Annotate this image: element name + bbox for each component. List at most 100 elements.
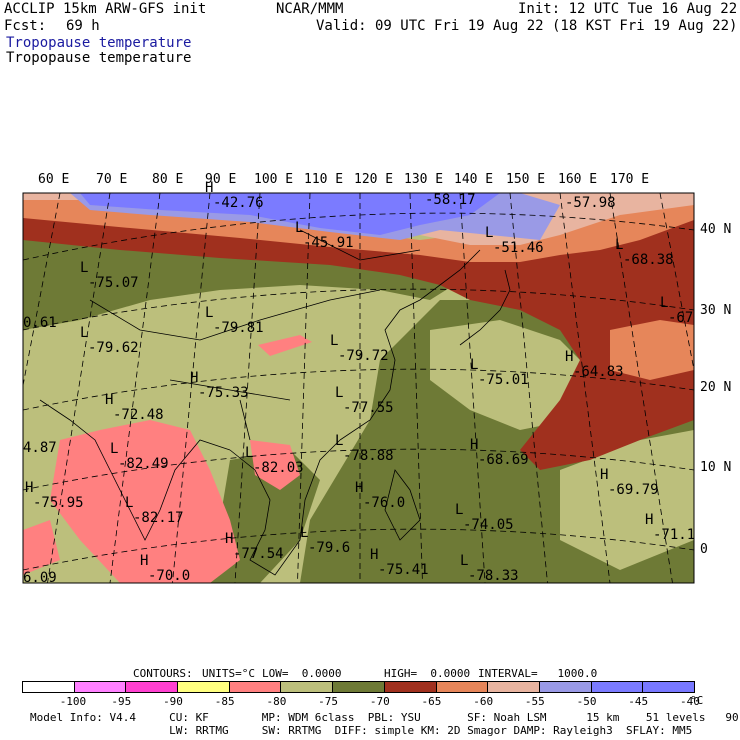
coastline-china	[339, 249, 481, 441]
extremum-value: -82.17	[133, 510, 184, 526]
latitude-label: 30 N	[700, 303, 732, 318]
longitude-label: 110 E	[304, 172, 344, 187]
longitude-label: 90 E	[205, 172, 237, 187]
longitude-gridline	[234, 193, 261, 583]
low-marker: L	[300, 525, 308, 541]
map-frame	[22, 192, 695, 584]
colorbar-swatch	[22, 681, 75, 693]
longitude-label: 140 E	[454, 172, 494, 187]
extremum-value: -76.0	[363, 495, 405, 511]
high-marker: H	[370, 547, 378, 563]
colorbar-swatch	[73, 681, 127, 693]
latitude-label: 20 N	[700, 380, 732, 395]
latitude-label: 0	[700, 542, 708, 557]
colorbar-swatch	[332, 681, 385, 693]
low-marker: L	[245, 445, 253, 461]
extremum-value: -68.38	[623, 252, 674, 268]
low-marker: L	[80, 260, 88, 276]
latitude-label: 40 N	[700, 222, 732, 237]
extremum-value: -79.62	[88, 340, 139, 356]
interval-label: INTERVAL= 1000.0	[478, 667, 598, 680]
low-label: LOW= 0.0000	[262, 667, 342, 680]
model-title: ACCLIP 15km ARW-GFS init	[4, 1, 207, 17]
extremum-value: -70.0	[148, 568, 190, 584]
longitude-label: 100 E	[254, 172, 294, 187]
extremum-value: -51.46	[493, 240, 544, 256]
high-marker: H	[205, 180, 213, 196]
colorbar-tick-label: -40	[680, 695, 700, 708]
colorbar-swatch	[383, 681, 437, 693]
colorbar-tick-label: -95	[111, 695, 132, 708]
colorbar-swatch	[228, 681, 282, 693]
colorbar-swatch	[538, 681, 592, 693]
extremum-value: -58.17	[425, 192, 476, 208]
longitude-label: 60 E	[38, 172, 70, 187]
longitude-gridline	[172, 193, 211, 583]
longitude-label: 130 E	[404, 172, 444, 187]
longitude-label: 120 E	[354, 172, 394, 187]
extremum-value: -68.69	[478, 452, 529, 468]
longitude-gridline	[109, 193, 161, 583]
low-marker: L	[660, 295, 668, 311]
longitude-gridline	[609, 193, 673, 583]
extremum-value: -45.91	[303, 235, 354, 251]
extremum-value: -79.72	[338, 348, 389, 364]
field-pink-streak	[258, 335, 312, 356]
colorbar-tick-label: -60	[473, 695, 494, 708]
field-khaki-west-pacific	[430, 320, 600, 430]
colorbar-tick-label: -100	[59, 695, 87, 708]
longitude-label: 170 E	[610, 172, 650, 187]
colorbar-swatch	[642, 681, 695, 693]
colorbar-tick-label: -85	[214, 695, 235, 708]
high-marker: H	[140, 553, 148, 569]
longitude-label: 70 E	[96, 172, 128, 187]
extremum-value: -57.98	[565, 195, 616, 211]
colorbar-tick-label: -90	[163, 695, 183, 708]
high-marker: H	[470, 437, 478, 453]
coastline-japan	[459, 269, 511, 346]
contours-label: CONTOURS:	[133, 667, 193, 680]
colorbar-swatch	[590, 681, 644, 693]
extremum-value: -71.1	[653, 527, 695, 543]
colorbar-tick-label: -55	[524, 695, 545, 708]
high-marker: H	[565, 349, 573, 365]
country-borders	[89, 229, 421, 441]
field-blue-top	[80, 193, 500, 235]
low-marker: L	[80, 325, 88, 341]
extremum-value: -75.41	[378, 562, 429, 578]
high-marker: H	[600, 467, 608, 483]
model-info-line-2: LW: RRTMG SW: RRTMG DIFF: simple KM: 2D …	[30, 724, 693, 737]
longitude-label: 160 E	[558, 172, 598, 187]
high-marker: H	[105, 392, 113, 408]
field-olive-north	[23, 230, 470, 330]
extremum-value: 4.87	[23, 440, 57, 456]
longitude-gridline	[509, 193, 548, 583]
longitude-gridline	[409, 193, 423, 583]
extremum-value: -78.33	[468, 568, 519, 584]
latitude-label: 10 N	[700, 460, 732, 475]
model-info-line-1: Model Info: V4.4 CU: KF MP: WDM 6class P…	[30, 711, 740, 724]
colorbar-tick-label: -75	[318, 695, 339, 708]
low-marker: L	[335, 433, 343, 449]
colorbar-tick-label: -45	[628, 695, 649, 708]
units-label: UNITS=°C	[202, 667, 255, 680]
forecast-hour: 69 h	[66, 18, 100, 34]
extremum-value: -75.01	[478, 372, 529, 388]
colorbar-swatch	[487, 681, 540, 693]
org-label: NCAR/MMM	[276, 1, 344, 17]
extremum-value: -75.07	[88, 275, 139, 291]
colorbar-swatch	[177, 681, 230, 693]
low-marker: L	[205, 305, 213, 321]
high-marker: H	[190, 370, 198, 386]
extremum-value: -64.83	[573, 364, 624, 380]
coastline-indochina	[229, 439, 341, 576]
extremum-value: -79.6	[308, 540, 350, 556]
longitude-gridline	[559, 193, 611, 583]
extremum-value: -75.33	[198, 385, 249, 401]
low-marker: L	[470, 357, 478, 373]
extremum-value: -74.05	[463, 517, 514, 533]
high-marker: H	[645, 512, 653, 528]
colorbar-tick-label: -70	[369, 695, 390, 708]
coastline-india	[39, 399, 231, 541]
extremum-value: -77.54	[233, 546, 284, 562]
